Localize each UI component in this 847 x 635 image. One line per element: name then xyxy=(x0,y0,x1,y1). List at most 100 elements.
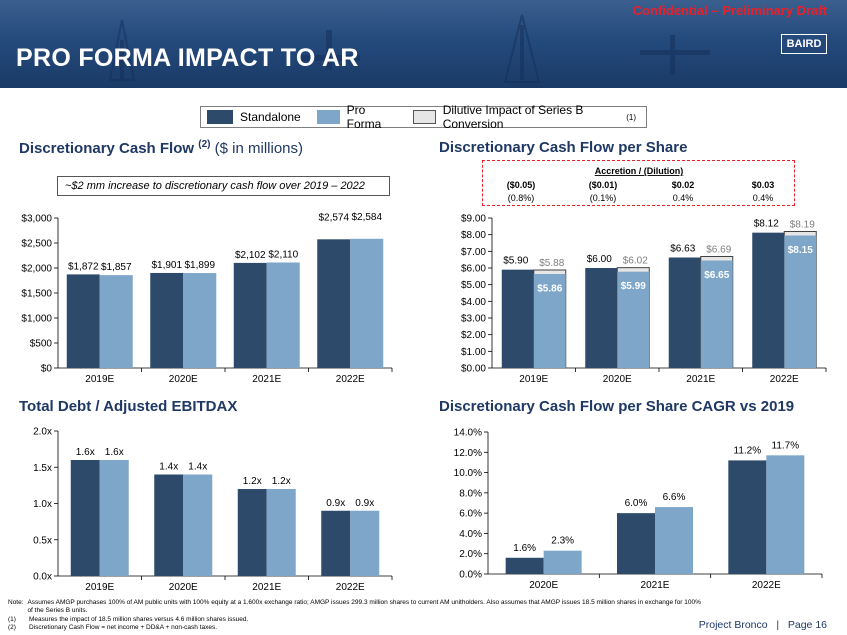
accretion-title: Accretion / (Dilution) xyxy=(595,166,684,176)
y-tick-label: 10.0% xyxy=(454,468,482,479)
bar-standalone xyxy=(585,268,618,368)
bar-pro-forma xyxy=(266,262,300,368)
y-tick-label: 12.0% xyxy=(454,448,482,459)
legend-item-dilutive: Dilutive Impact of Series B Conversion (… xyxy=(412,103,636,131)
footnotes: Note: Assumes AMGP purchases 100% of AM … xyxy=(8,599,708,632)
accretion-table: Accretion / (Dilution) ($0.05) ($0.01) $0.0… xyxy=(507,166,775,203)
data-label: 1.2x xyxy=(243,476,262,487)
y-tick-label: 2.0% xyxy=(459,549,482,560)
dcf-title-footnote: (2) xyxy=(198,139,211,150)
data-label: 1.4x xyxy=(159,462,178,473)
page-footer: Project Bronco | Page 16 xyxy=(699,619,827,631)
bar-standalone xyxy=(505,557,544,574)
data-label: $2,102 xyxy=(235,250,266,261)
y-tick-label: $0 xyxy=(41,364,53,375)
data-label: $6.69 xyxy=(706,245,731,256)
bar-pro-forma xyxy=(99,460,129,576)
accretion-percent-value: (0.8%) xyxy=(508,193,535,203)
y-tick-label: 0.0x xyxy=(33,572,52,583)
oilfield-silhouette-image xyxy=(108,14,710,83)
accretion-percent-value: 0.4% xyxy=(673,193,694,203)
legend-item-standalone: Standalone xyxy=(207,110,301,124)
accretion-dollar-value: $0.02 xyxy=(672,180,695,190)
x-category-label: 2019E xyxy=(85,374,114,385)
debt-chart: 0.0x 0.5x 1.0x 1.5x 2.0x 2019E 2020E 2021E 2022E… xyxy=(0,420,420,595)
data-label: $2,110 xyxy=(268,250,298,261)
cagr-chart: 0.0% 2.0% 4.0% 6.0% 8.0% 10.0% 12.0% 14.0% 2020E… xyxy=(430,420,847,595)
legend-label-dilutive: Dilutive Impact of Series B Conversion xyxy=(442,103,584,131)
dcf-chart: $0 $500 $1,000 $1,500 $2,000 $2,500 $3,000 2019… xyxy=(0,205,420,395)
data-label: 1.4x xyxy=(188,462,207,473)
data-label: $5.88 xyxy=(539,258,564,269)
header-banner: Confidential – Preliminary Draft PRO FOR… xyxy=(0,0,847,88)
bar-standalone xyxy=(70,460,100,576)
bar-standalone xyxy=(237,489,267,576)
y-tick-label: $3.00 xyxy=(461,314,486,325)
debt-section-title: Total Debt / Adjusted EBITDAX xyxy=(19,398,238,415)
accretion-percent-value: (0.1%) xyxy=(590,193,617,203)
y-tick-label: $1,500 xyxy=(21,289,52,300)
cagr-section-title: Discretionary Cash Flow per Share CAGR v… xyxy=(439,398,795,415)
accretion-dilution-box: Accretion / (Dilution) ($0.05) ($0.01) $0.0… xyxy=(482,160,795,206)
bar-pro-forma xyxy=(183,273,217,368)
accretion-percent-value: 0.4% xyxy=(753,193,774,203)
y-tick-label: $2,500 xyxy=(21,239,52,250)
legend-swatch-dilutive xyxy=(412,110,436,124)
footnote-row: (1) Measures the impact of 18.5 million … xyxy=(8,616,708,624)
y-tick-label: $3,000 xyxy=(21,214,52,225)
data-label: $2,584 xyxy=(351,212,382,223)
data-label: $6.00 xyxy=(587,254,612,265)
y-tick-label: $500 xyxy=(30,339,53,350)
y-tick-label: $7.00 xyxy=(461,247,486,258)
data-label: 11.2% xyxy=(734,445,762,456)
y-tick-label: $8.00 xyxy=(461,230,486,241)
legend-swatch-standalone xyxy=(207,110,233,124)
footnote-text: Assumes AMGP purchases 100% of AM public… xyxy=(27,599,701,615)
bar-standalone xyxy=(66,274,100,368)
y-tick-label: 8.0% xyxy=(459,488,482,499)
legend-item-pro-forma: Pro Forma xyxy=(316,103,397,131)
accretion-dollar-value: ($0.05) xyxy=(507,180,536,190)
bar-standalone xyxy=(501,269,534,368)
data-label: 11.7% xyxy=(772,440,800,451)
y-tick-label: $6.00 xyxy=(461,264,486,275)
data-label: $8.12 xyxy=(754,219,779,230)
data-label: $2,574 xyxy=(318,212,349,223)
data-label: 6.6% xyxy=(663,492,686,503)
bar-standalone xyxy=(728,460,767,574)
y-tick-label: $1,000 xyxy=(21,314,52,325)
accretion-dollar-value: $0.03 xyxy=(752,180,775,190)
footnote-key: Note: xyxy=(8,599,24,606)
x-category-label: 2021E xyxy=(641,580,670,591)
bar-pro-forma xyxy=(266,489,296,576)
footnote-text: Measures the impact of 18.5 million shar… xyxy=(29,615,249,623)
legend-swatch-pro-forma xyxy=(316,110,340,124)
chart-legend: Standalone Pro Forma Dilutive Impact of … xyxy=(200,103,647,131)
x-category-label: 2020E xyxy=(169,374,198,385)
data-label: $1,899 xyxy=(184,260,215,271)
x-category-label: 2020E xyxy=(603,374,632,385)
dcf-callout-box: ~$2 mm increase to discretionary cash fl… xyxy=(57,176,390,196)
data-label: $5.86 xyxy=(537,283,562,294)
bar-pro-forma xyxy=(543,550,582,574)
data-label: 2.3% xyxy=(551,536,574,547)
debt-chart-svg: 0.0x 0.5x 1.0x 1.5x 2.0x 2019E 2020E 2021E 2022E… xyxy=(33,427,393,593)
y-tick-label: 0.5x xyxy=(33,535,52,546)
y-tick-label: $4.00 xyxy=(461,297,486,308)
x-category-label: 2022E xyxy=(752,580,781,591)
data-label: 1.6x xyxy=(76,447,95,458)
y-tick-label: $2.00 xyxy=(461,330,486,341)
x-category-label: 2019E xyxy=(519,374,548,385)
data-label: $6.02 xyxy=(623,256,648,267)
data-label: $1,857 xyxy=(101,262,132,273)
dcfps-chart: $0.00 $1.00 $2.00 $3.00 $4.00 $5.00 $6.00 $7.00… xyxy=(430,205,847,395)
dcf-chart-svg: $0 $500 $1,000 $1,500 $2,000 $2,500 $3,000 2019… xyxy=(21,212,393,385)
y-tick-label: $0.00 xyxy=(461,364,486,375)
accretion-dollar-value: ($0.01) xyxy=(589,180,618,190)
bar-pro-forma xyxy=(766,455,805,574)
footnote-key: (2) xyxy=(8,623,16,631)
bar-pro-forma xyxy=(655,507,693,574)
legend-footnote-ref: (1) xyxy=(626,112,636,122)
footnote-text: Discretionary Cash Flow = net income + D… xyxy=(29,623,218,631)
y-tick-label: 0.0% xyxy=(459,570,482,581)
